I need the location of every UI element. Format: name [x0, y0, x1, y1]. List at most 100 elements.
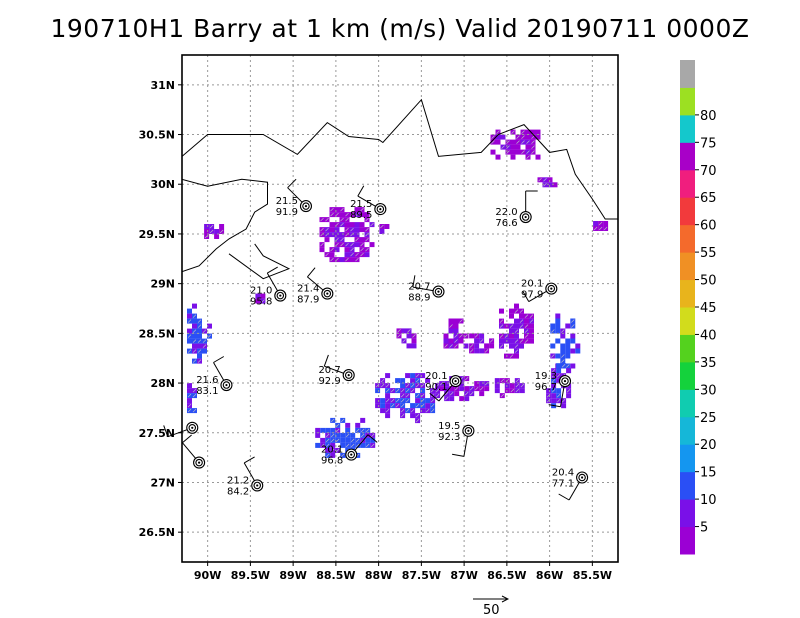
lon-tick-label: 85.5W [573, 569, 612, 582]
colorbar-segment [680, 334, 695, 363]
colorbar-label: 50 [700, 274, 717, 289]
coastline-segment [228, 243, 291, 280]
station-ring-inner [195, 458, 203, 467]
station-dot [197, 461, 201, 464]
station: 20.792.9 [318, 354, 355, 387]
colorbar-segment [680, 224, 695, 253]
colorbar-label: 45 [700, 301, 717, 316]
lon-tick-label: 88.5W [316, 569, 355, 582]
station-pressure: 91.9 [276, 207, 298, 218]
station-ring-inner [344, 371, 353, 379]
station-pressure: 97.9 [521, 290, 543, 301]
wind-barb-flag [367, 434, 378, 443]
colorbar-segment [680, 252, 695, 281]
station: 20.788.9 [408, 275, 445, 304]
station-speed: 21.2 [227, 475, 249, 486]
coastline [182, 98, 618, 280]
station: 21.095.8 [250, 266, 287, 308]
station: 20.190.1 [425, 371, 462, 402]
station-speed: 20.7 [408, 282, 430, 293]
station-speed: 20.1 [425, 371, 447, 382]
station-dot [191, 426, 194, 429]
station-ring-inner [561, 377, 569, 385]
station-ring-inner [323, 289, 332, 298]
station-speed: 20.1 [521, 279, 543, 290]
station-dot [467, 429, 470, 432]
lat-tick-label: 28.5N [139, 327, 175, 340]
colorbar-label: 20 [700, 438, 717, 453]
station-speed: 19.3 [535, 371, 557, 382]
colorbar-label: 70 [700, 164, 717, 179]
station: 21.683.1 [196, 356, 233, 397]
station-speed: 20.4 [552, 468, 574, 479]
station: 20.477.1 [552, 468, 589, 501]
station-pressure: 89.5 [350, 210, 372, 221]
wind-barb-flag [213, 356, 225, 363]
station-ring-inner [578, 473, 586, 482]
station-ring-inner [547, 284, 556, 293]
station-pressure: 77.1 [552, 479, 574, 490]
station: 20.196.8 [321, 434, 378, 467]
coastline-segment [182, 178, 268, 273]
colorbar-label: 65 [700, 191, 717, 206]
lat-tick-label: 26.5N [139, 526, 175, 539]
lat-tick-label: 29N [150, 278, 175, 291]
wind-barb-flag [412, 275, 416, 288]
colorbar-segment [680, 526, 695, 555]
station-dot [326, 292, 329, 295]
echo-region [396, 328, 417, 349]
station-ring-inner [521, 213, 530, 221]
station-pressure: 95.8 [250, 297, 272, 308]
station: 21.284.2 [227, 456, 264, 497]
echo-region [187, 383, 197, 414]
colorbar-segment [680, 416, 695, 445]
station-pressure: 83.1 [196, 386, 218, 397]
colorbar: 5 10 15 20 25 30 35 40 45 50 55 60 65 70 75 80 [680, 60, 717, 555]
station-speed: 21.5 [276, 196, 298, 207]
wind-barb-flag [323, 354, 329, 367]
lon-tick-label: 89W [279, 569, 306, 582]
wind-barb-flag [357, 185, 365, 197]
echo-region [443, 318, 469, 349]
lon-tick-label: 86W [536, 569, 563, 582]
station-speed: 21.6 [196, 375, 218, 386]
vector-scale-label: 50 [483, 603, 500, 618]
echo-region [550, 313, 581, 369]
station: 19.396.7 [535, 371, 572, 408]
colorbar-segment [680, 279, 695, 308]
wind-barb-flag [287, 178, 297, 189]
colorbar-segment [680, 114, 695, 143]
station-speed: 20.1 [321, 445, 343, 456]
station-pressure: 84.2 [227, 486, 249, 497]
station-ring-inner [434, 287, 443, 296]
lon-tick-label: 88W [365, 569, 392, 582]
colorbar-label: 55 [700, 246, 717, 261]
echo-region [375, 373, 441, 424]
lat-tick-label: 31N [150, 79, 175, 92]
echo-region [593, 221, 609, 231]
colorbar-label: 25 [700, 411, 717, 426]
station-ring-inner [347, 450, 356, 459]
lon-tick-label: 87W [450, 569, 477, 582]
station: 21.591.9 [276, 178, 313, 218]
colorbar-label: 60 [700, 219, 717, 234]
station-speed: 21.5 [350, 199, 372, 210]
colorbar-label: 5 [700, 521, 708, 536]
lat-tick-label: 29.5N [139, 228, 175, 241]
lon-tick-label: 89.5W [231, 569, 270, 582]
station-dot [437, 290, 440, 293]
wind-barb-flag [452, 453, 464, 457]
lat-tick-label: 30N [150, 178, 175, 191]
station [182, 434, 206, 469]
station-ring-inner [253, 481, 261, 490]
wind-barb-flag [429, 392, 440, 402]
colorbar-segment [680, 444, 695, 473]
station-pressure: 76.6 [495, 218, 517, 229]
colorbar-segment [680, 169, 695, 198]
echo-region [499, 303, 534, 359]
station-pressure: 96.8 [321, 456, 343, 467]
map-title: 190710H1 Barry at 1 km (m/s) Valid 20190… [50, 14, 750, 43]
map-frame [181, 54, 619, 563]
station-dot [379, 207, 382, 211]
wind-barb-flag [307, 267, 316, 278]
